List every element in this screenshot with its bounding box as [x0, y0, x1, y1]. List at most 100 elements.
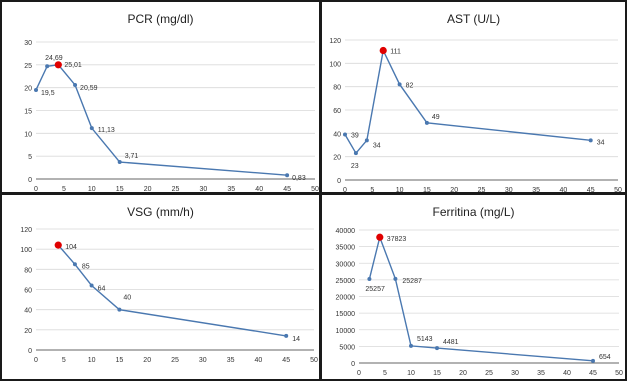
data-point [409, 343, 413, 348]
data-point [435, 346, 439, 351]
y-tick-label: 5 [28, 154, 32, 161]
y-tick-label: 30000 [336, 261, 356, 268]
y-tick-label: 60 [24, 288, 32, 295]
x-tick-label: 40 [255, 357, 263, 364]
x-tick-label: 35 [532, 187, 540, 192]
data-label: 19,5 [41, 90, 55, 97]
series-line [35, 64, 288, 176]
data-label: 82 [406, 82, 414, 89]
x-tick-label: 5 [62, 357, 66, 364]
y-tick-label: 40000 [336, 228, 356, 235]
x-tick-label: 5 [383, 370, 387, 377]
y-tick-label: 30 [24, 40, 32, 47]
x-tick-label: 35 [227, 186, 235, 192]
x-tick-label: 25 [171, 357, 179, 364]
x-tick-label: 10 [88, 357, 96, 364]
x-tick-label: 25 [172, 186, 180, 192]
chart-title: AST (U/L) [446, 12, 501, 26]
chart-svg: 0 20 40 60 80 100 120 0 5 10 15 20 25 30 35 40 45 50 104 85… [20, 227, 318, 364]
x-tick-label: 50 [615, 370, 623, 377]
x-tick-label: 45 [283, 186, 291, 192]
y-tick-label: 20 [24, 86, 32, 93]
chart-panel-ast: AST (U/L) 0 20 40 60 80 100 120 0 5 10 15 20 25 30 35 4… [320, 0, 627, 194]
data-point [397, 82, 402, 87]
data-point [353, 151, 358, 156]
data-label: 40 [123, 295, 131, 302]
y-tick-label: 20 [333, 155, 341, 162]
y-tick-label: 15000 [336, 311, 356, 318]
x-tick-label: 20 [143, 357, 151, 364]
x-tick-label: 50 [614, 187, 622, 192]
x-tick-label: 0 [34, 357, 38, 364]
data-label: 11,13 [98, 127, 115, 134]
y-tick-label: 25000 [336, 278, 356, 285]
x-tick-label: 45 [282, 357, 290, 364]
chart-title: Ferritina (mg/L) [432, 205, 515, 219]
y-tick-label: 5000 [339, 344, 355, 351]
data-label: 49 [432, 114, 440, 121]
x-tick-label: 35 [537, 370, 545, 377]
chart-title: PCR (mg/dl) [127, 12, 194, 26]
data-point [367, 277, 372, 282]
x-tick-label: 30 [505, 187, 513, 192]
y-tick-label: 80 [333, 85, 341, 92]
y-tick-label: 0 [351, 361, 355, 368]
y-tick-label: 20 [24, 328, 32, 335]
x-tick-label: 0 [34, 186, 38, 192]
x-tick-label: 20 [450, 187, 458, 192]
data-point-highlight [54, 241, 62, 249]
data-point [364, 138, 369, 143]
chart-svg: 0 5 10 15 20 25 30 0 5 10 15 20 25 30 35 40 45 50 19,5 24,6… [24, 40, 319, 192]
data-label: 25287 [402, 278, 422, 285]
x-tick-label: 30 [199, 357, 207, 364]
chart-panel-ferritina: Ferritina (mg/L) 0 5000 10000 15000 20000 250… [320, 193, 627, 381]
series-line [344, 48, 591, 155]
data-point [591, 358, 595, 363]
data-label: 25257 [365, 286, 385, 293]
data-label: 654 [599, 354, 611, 361]
data-label: 85 [82, 263, 90, 270]
x-tick-label: 45 [589, 370, 597, 377]
data-label: 25,01 [64, 62, 82, 69]
y-tick-label: 100 [329, 61, 341, 68]
y-tick-label: 25 [24, 63, 32, 70]
data-point [284, 333, 289, 338]
data-point [89, 126, 94, 131]
data-point [588, 138, 593, 143]
data-point-highlight [376, 233, 384, 241]
data-point-highlight [54, 61, 62, 69]
x-tick-label: 40 [563, 370, 571, 377]
y-tick-label: 40 [333, 131, 341, 138]
data-label: 39 [351, 133, 359, 140]
x-tick-label: 40 [560, 187, 568, 192]
x-tick-label: 20 [459, 370, 467, 377]
data-label: 111 [390, 49, 401, 56]
chart-svg: 0 20 40 60 80 100 120 0 5 10 15 20 25 30 35 40 45 50 39 23 3… [329, 38, 622, 192]
data-label: 34 [373, 142, 381, 149]
chart-svg: 0 5000 10000 15000 20000 25000 30000 35000 40000… [336, 228, 623, 377]
x-tick-label: 15 [423, 187, 431, 192]
y-tick-label: 100 [20, 247, 32, 254]
data-label: 0,83 [292, 175, 306, 182]
y-tick-label: 10000 [336, 328, 356, 335]
data-label: 14 [292, 336, 300, 343]
data-point [285, 173, 290, 178]
y-tick-label: 35000 [336, 245, 356, 252]
x-tick-label: 15 [433, 370, 441, 377]
y-tick-label: 120 [329, 38, 341, 45]
x-tick-label: 30 [200, 186, 208, 192]
x-tick-label: 10 [396, 187, 404, 192]
x-tick-label: 30 [511, 370, 519, 377]
x-tick-label: 35 [227, 357, 235, 364]
x-tick-label: 50 [310, 357, 318, 364]
x-tick-label: 5 [62, 186, 66, 192]
data-label: 24,69 [45, 55, 63, 62]
chart-panel-pcr: PCR (mg/dl) 0 5 10 15 20 25 30 0 5 10 15 20 25 30 35 40… [0, 0, 321, 194]
x-tick-label: 25 [485, 370, 493, 377]
x-tick-label: 0 [357, 370, 361, 377]
data-point [34, 87, 38, 92]
series-line [368, 234, 594, 362]
y-tick-label: 0 [28, 177, 32, 184]
data-label: 23 [351, 163, 359, 170]
